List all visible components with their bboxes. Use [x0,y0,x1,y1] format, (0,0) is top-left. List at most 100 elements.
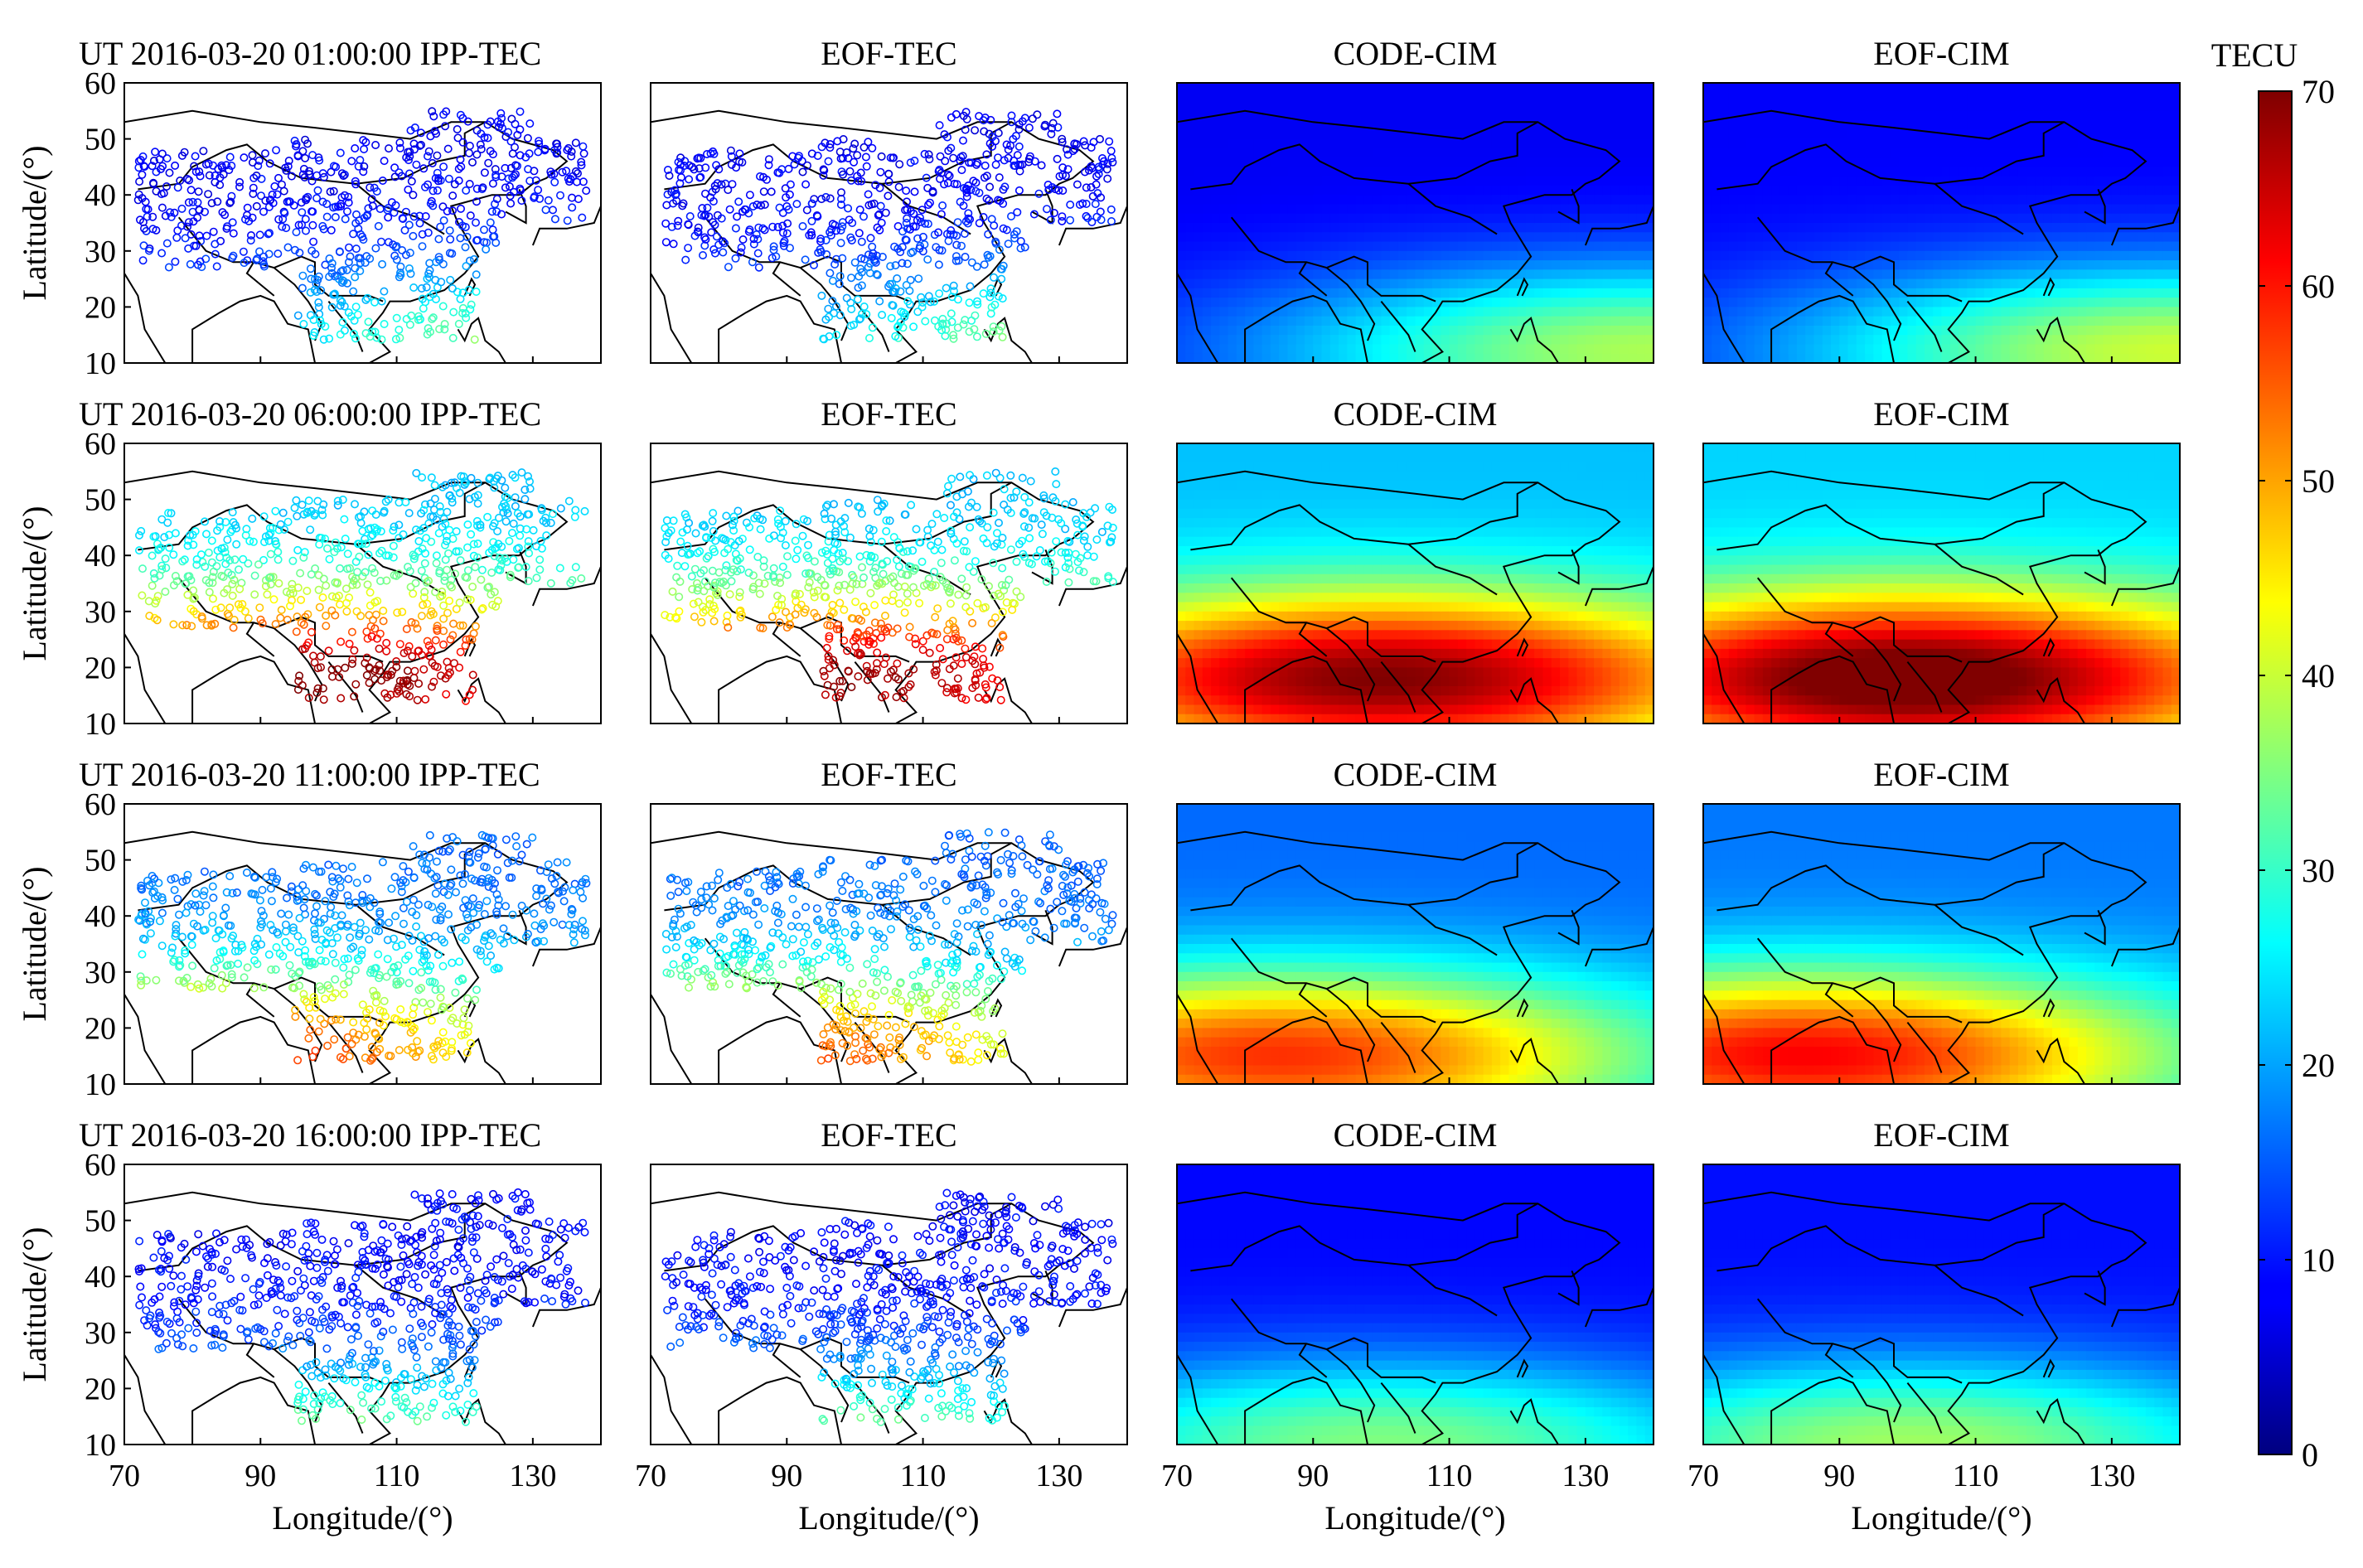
heatmap-cell [1822,288,1832,298]
ipp-point [305,167,314,176]
heatmap-cell [1202,204,1212,215]
heatmap-cell [1839,185,1849,196]
heatmap-cell [2111,307,2121,317]
ipp-point [864,138,873,147]
ipp-point [893,322,902,332]
ipp-point [706,149,715,158]
heatmap-cell [2035,120,2045,130]
heatmap-cell [1245,353,1255,363]
heatmap-cell [1712,129,1721,140]
heatmap-cell [1628,325,1638,336]
heatmap-cell [1813,110,1823,121]
heatmap-cell [1474,101,1484,112]
heatmap-cell [1865,110,1874,121]
heatmap-cell [1517,250,1527,261]
heatmap-cell [1449,148,1459,158]
heatmap-cell [1261,138,1271,149]
ipp-point [754,263,763,272]
heatmap-cell [2017,298,2027,307]
heatmap-cell [1329,213,1339,224]
ipp-point [1048,183,1057,192]
heatmap-cell [1295,148,1305,158]
heatmap-cell [2137,316,2147,327]
heatmap-cell [2145,241,2155,252]
heatmap-cell [1983,344,1993,355]
heatmap-cell [1941,223,1951,233]
heatmap-cell [2043,241,2053,252]
heatmap-cell [1397,269,1407,280]
ipp-point [710,181,719,191]
heatmap-cell [1915,278,1925,289]
heatmap-cell [1628,269,1638,280]
heatmap-cell [1712,110,1721,121]
heatmap-cell [1890,278,1900,289]
ipp-point [292,228,301,237]
heatmap-cell [1211,195,1220,206]
heatmap-cell [1831,195,1840,206]
ipp-point [975,188,984,197]
heatmap-cell [1542,101,1552,112]
heatmap-cell [1703,185,1712,196]
heatmap-cell [1373,110,1382,121]
heatmap-cell [2128,204,2138,215]
heatmap-cell [1261,195,1271,206]
map-outline-line [1703,273,1746,363]
heatmap-cell [1865,185,1874,196]
ipp-point [898,259,907,268]
ipp-point [662,201,671,210]
heatmap-cell [1805,83,1815,93]
heatmap-cell [1619,138,1629,149]
heatmap-cell [1959,101,1968,112]
ipp-point [909,322,918,332]
heatmap-cell [1363,269,1373,280]
heatmap-cell [1967,223,1977,233]
heatmap-cell [1890,101,1900,112]
ipp-point [351,144,360,153]
panel-grid: UT 2016-03-20 01:00:00 IPP-TEC1020304050… [16,35,2181,1537]
heatmap-cell [1397,316,1407,327]
heatmap-cell [2111,298,2121,307]
heatmap-cell [1491,260,1501,270]
heatmap-cell [1959,288,1968,298]
heatmap-cell [2171,129,2180,140]
heatmap-cell [2128,83,2138,93]
ipp-point [257,174,266,183]
ipp-point [822,250,831,259]
ipp-point [356,259,365,268]
heatmap-cell [2060,353,2070,363]
heatmap-cell [1211,129,1220,140]
heatmap-cell [1211,83,1220,93]
heatmap-cell [1847,92,1857,103]
heatmap-cell [1737,204,1746,215]
heatmap-cell [1321,92,1331,103]
heatmap-cell [1389,148,1399,158]
ipp-point [143,205,153,214]
heatmap-cell [1228,120,1237,130]
heatmap-cell [1449,260,1459,270]
ipp-point [415,315,424,324]
heatmap-cell [1355,138,1365,149]
ipp-point [707,228,716,237]
heatmap-cell [1339,241,1348,252]
heatmap-cell [1560,129,1569,140]
heatmap-cell [2162,223,2172,233]
heatmap-cell [1805,241,1815,252]
heatmap-cell [1407,278,1416,289]
heatmap-cell [1321,298,1331,307]
heatmap-cell [1975,269,1985,280]
ipp-point [748,202,758,211]
ipp-point [482,244,491,254]
heatmap-cell [1839,120,1849,130]
heatmap-cell [1321,185,1331,196]
heatmap-cell [1423,260,1433,270]
heatmap-cell [1415,138,1425,149]
heatmap-cell [1813,316,1823,327]
ipp-point [180,148,189,157]
heatmap-cell [1856,110,1866,121]
heatmap-cell [1491,92,1501,103]
ipp-point [959,320,968,329]
ipp-point [881,208,890,217]
heatmap-cell [1363,110,1373,121]
heatmap-cell [1959,269,1968,280]
ipp-point [349,230,358,239]
